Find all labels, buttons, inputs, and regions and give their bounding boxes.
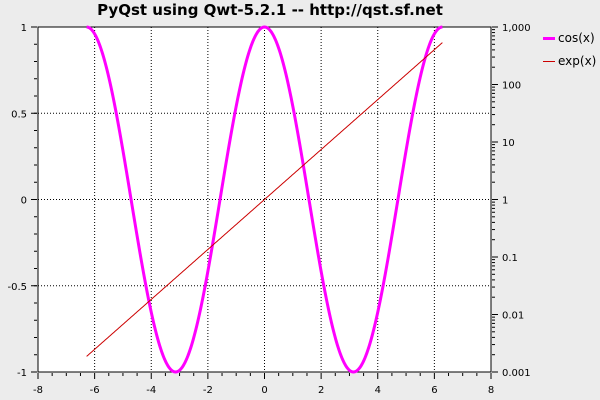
x-tick-label: 2 <box>318 385 324 396</box>
y-tick-label: 1 <box>21 23 27 34</box>
x-tick-label: -8 <box>33 385 43 396</box>
x-tick-label: -6 <box>90 385 100 396</box>
x-tick-label: -2 <box>203 385 213 396</box>
series-group <box>86 25 443 374</box>
y-tick-label: -0.5 <box>7 282 27 293</box>
legend-label-cos: cos(x) <box>558 31 595 45</box>
y2-tick-label: 0.001 <box>502 368 531 379</box>
y2-tick-label: 0.01 <box>502 311 524 322</box>
y2-tick-label: 10 <box>502 138 515 149</box>
x-tick-label: 4 <box>375 385 381 396</box>
y-tick-label: 0 <box>21 196 27 207</box>
legend-swatch-exp <box>543 61 555 62</box>
x-tick-label: 6 <box>431 385 437 396</box>
axes: -8 -6 -4 -2 0 2 4 6 8 -1 -0.5 0 0.5 1 0.001 0.01 0.1 1 10 1… <box>7 23 530 396</box>
series-line-expx <box>86 42 443 357</box>
x-tick-label: -4 <box>146 385 156 396</box>
series-line-cosx <box>86 25 443 374</box>
y2-tick-label: 1,000 <box>502 23 531 34</box>
y2-tick-label: 1 <box>502 196 508 207</box>
y2-tick-label: 100 <box>502 81 521 92</box>
y-tick-label: -1 <box>17 368 27 379</box>
y-tick-label: 0.5 <box>11 109 27 120</box>
y2-tick-label: 0.1 <box>502 253 518 264</box>
chart-title: PyQst using Qwt-5.2.1 -- http://qst.sf.n… <box>97 1 443 19</box>
x-tick-label: 8 <box>488 385 494 396</box>
legend-swatch-cos <box>543 37 555 40</box>
x-tick-label: 0 <box>261 385 267 396</box>
legend-label-exp: exp(x) <box>558 54 597 68</box>
grid <box>38 27 491 372</box>
